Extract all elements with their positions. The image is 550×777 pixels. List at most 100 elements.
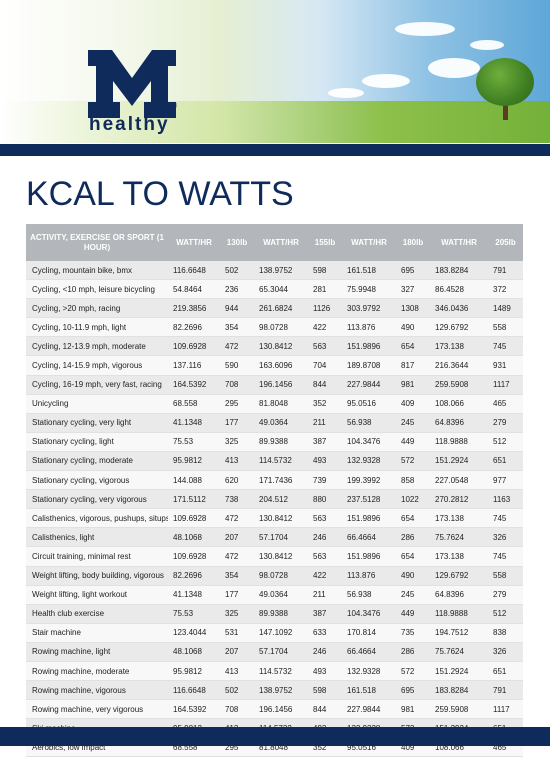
activity-cell: Cycling, <10 mph, leisure bicycling: [26, 279, 168, 300]
table-body: Cycling, mountain bike, bmx 116.6648 502 13…: [26, 261, 523, 758]
table-row: Stationary cycling, very light 41.1348 177…: [26, 413, 523, 433]
value-cell: 735: [396, 623, 430, 643]
value-cell: 654: [396, 546, 430, 567]
value-cell: 563: [308, 546, 342, 567]
table-row: Cycling, 10-11.9 mph, light 82.2696 354 98.…: [26, 317, 523, 338]
grass-field: [0, 101, 550, 143]
activity-cell: Cycling, 12-13.9 mph, moderate: [26, 336, 168, 357]
column-header: 130lb: [220, 224, 254, 261]
activity-cell: Unicycling: [26, 394, 168, 414]
value-cell: 227.9844: [342, 375, 396, 395]
value-cell: 590: [220, 355, 254, 376]
activity-cell: Stationary cycling, very light: [26, 413, 168, 433]
column-header: WATT/HR: [342, 224, 396, 261]
value-cell: 151.9896: [342, 508, 396, 529]
value-cell: 151.9896: [342, 546, 396, 567]
value-cell: 116.6648: [168, 261, 220, 281]
column-header: WATT/HR: [168, 224, 220, 261]
activity-cell: Weight lifting, light workout: [26, 585, 168, 605]
top-divider-band: [0, 144, 550, 156]
value-cell: 66.4664: [342, 642, 396, 662]
value-cell: 654: [396, 508, 430, 529]
value-cell: 270.2812: [430, 489, 488, 510]
value-cell: 931: [488, 355, 523, 376]
activity-cell: Circuit training, minimal rest: [26, 546, 168, 567]
registered-mark: ®: [172, 103, 178, 110]
value-cell: 237.5128: [342, 489, 396, 510]
value-cell: 173.138: [430, 508, 488, 529]
value-cell: 325: [220, 432, 254, 452]
value-cell: 409: [396, 394, 430, 414]
value-cell: 1022: [396, 489, 430, 510]
value-cell: 531: [220, 623, 254, 643]
value-cell: 413: [220, 451, 254, 472]
value-cell: 1489: [488, 298, 523, 319]
value-cell: 81.8048: [254, 394, 308, 414]
value-cell: 89.9388: [254, 604, 308, 624]
value-cell: 563: [308, 336, 342, 357]
table-row: Cycling, 12-13.9 mph, moderate 109.6928 47…: [26, 336, 523, 357]
value-cell: 130.8412: [254, 336, 308, 357]
value-cell: 147.1092: [254, 623, 308, 643]
value-cell: 279: [488, 585, 523, 605]
value-cell: 844: [308, 699, 342, 720]
table-row: Stationary cycling, moderate 95.9812 413 11…: [26, 451, 523, 472]
value-cell: 354: [220, 317, 254, 338]
activity-cell: Rowing machine, light: [26, 642, 168, 662]
column-header: WATT/HR: [254, 224, 308, 261]
activity-cell: Stationary cycling, light: [26, 432, 168, 452]
cloud-decoration: [395, 22, 455, 36]
activity-cell: Weight lifting, body building, vigorous: [26, 566, 168, 586]
value-cell: 64.8396: [430, 413, 488, 433]
value-cell: 64.8396: [430, 585, 488, 605]
value-cell: 372: [488, 279, 523, 300]
cloud-decoration: [362, 74, 410, 88]
value-cell: 745: [488, 508, 523, 529]
activity-cell: Stationary cycling, moderate: [26, 451, 168, 472]
kcal-to-watts-table: ACTIVITY, EXERCISE OR SPORT (1 HOUR) WATT…: [26, 224, 523, 758]
value-cell: 286: [396, 642, 430, 662]
value-cell: 558: [488, 317, 523, 338]
value-cell: 75.53: [168, 604, 220, 624]
cloud-decoration: [470, 40, 504, 50]
value-cell: 352: [308, 394, 342, 414]
value-cell: 183.8284: [430, 680, 488, 701]
value-cell: 633: [308, 623, 342, 643]
value-cell: 227.9844: [342, 699, 396, 720]
value-cell: 651: [488, 661, 523, 682]
value-cell: 104.3476: [342, 432, 396, 452]
value-cell: 326: [488, 642, 523, 662]
value-cell: 132.9328: [342, 661, 396, 682]
table-row: Weight lifting, light workout 41.1348 177 4…: [26, 585, 523, 605]
value-cell: 563: [308, 508, 342, 529]
value-cell: 512: [488, 432, 523, 452]
value-cell: 98.0728: [254, 317, 308, 338]
value-cell: 651: [488, 451, 523, 472]
value-cell: 246: [308, 642, 342, 662]
value-cell: 1117: [488, 375, 523, 395]
table-row: Stationary cycling, light 75.53 325 89.9388…: [26, 432, 523, 452]
value-cell: 161.518: [342, 261, 396, 281]
cloud-decoration: [428, 58, 480, 78]
value-cell: 211: [308, 585, 342, 605]
value-cell: 68.558: [168, 394, 220, 414]
value-cell: 163.6096: [254, 355, 308, 376]
table-row: Stationary cycling, very vigorous 171.511…: [26, 489, 523, 510]
value-cell: 1117: [488, 699, 523, 720]
table-row: Rowing machine, light 48.1068 207 57.1704 24…: [26, 642, 523, 662]
value-cell: 109.6928: [168, 508, 220, 529]
value-cell: 144.088: [168, 470, 220, 491]
table-row: Weight lifting, body building, vigorous 8…: [26, 566, 523, 586]
value-cell: 227.0548: [430, 470, 488, 491]
value-cell: 246: [308, 527, 342, 548]
value-cell: 303.9792: [342, 298, 396, 319]
table-row: Rowing machine, vigorous 116.6648 502 138.9…: [26, 680, 523, 701]
activity-cell: Stair machine: [26, 623, 168, 643]
value-cell: 236: [220, 279, 254, 300]
value-cell: 572: [396, 661, 430, 682]
activity-cell: Cycling, 10-11.9 mph, light: [26, 317, 168, 338]
value-cell: 981: [396, 375, 430, 395]
value-cell: 838: [488, 623, 523, 643]
value-cell: 493: [308, 661, 342, 682]
value-cell: 695: [396, 680, 430, 701]
